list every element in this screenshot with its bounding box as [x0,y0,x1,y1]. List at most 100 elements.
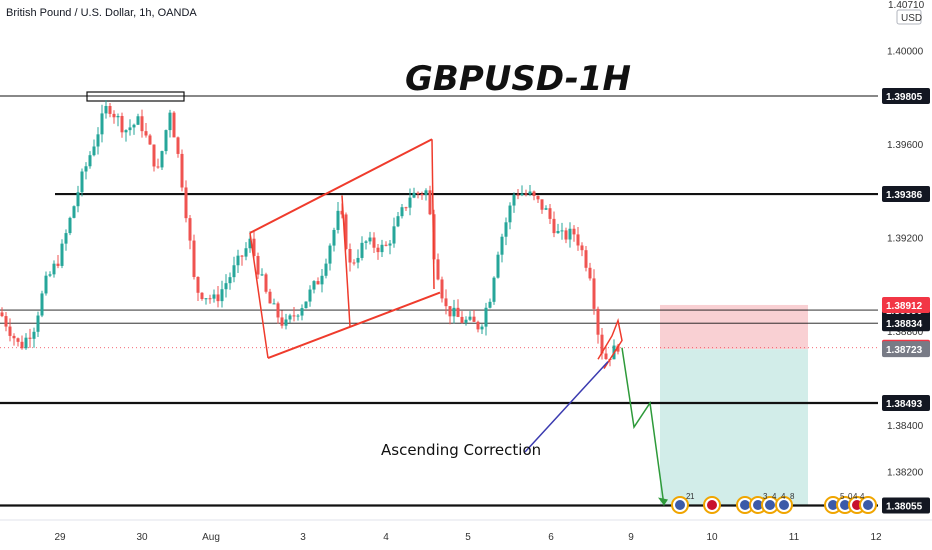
candle-body [332,229,336,246]
candle-body [140,116,144,132]
candle-body [324,263,328,276]
candle-body [516,194,520,196]
candle-body [344,214,348,249]
candle-body [500,236,504,255]
candle-body [260,274,264,276]
y-tick-label: 1.39200 [887,234,924,245]
candle-body [488,301,492,308]
level-tag-1.38055 [882,497,930,514]
candle-body [508,205,512,223]
candle-body [232,265,236,278]
flag-fill [863,500,873,510]
y-tick-label: 1.38800 [887,327,924,338]
candle-body [188,218,192,241]
candle-body [380,244,384,253]
y-tick-label: 1.39600 [887,140,924,151]
candle-body [348,248,352,263]
candle-body [76,192,80,207]
flag-fill [753,500,763,510]
candle-body [396,216,400,227]
candle-body [96,134,100,147]
candle-body [600,334,604,354]
candle-body [224,283,228,290]
price-tag-text: 1.38912 [886,301,923,312]
candle-body [16,338,20,342]
candle-body [52,263,56,275]
candle-body [444,298,448,307]
candle-body [292,315,296,317]
swing-high-box [86,91,185,102]
level-tag-1.38834 [882,315,930,332]
candle-body [456,307,460,317]
projection-path [621,347,665,506]
symbol-info: British Pound / U.S. Dollar, 1h, OANDA [6,7,197,19]
candle-body [8,326,12,336]
x-tick-label: 12 [870,532,882,543]
candle-body [340,210,344,215]
candle-body [496,254,500,278]
candle-body [592,278,596,309]
candle-body [164,130,168,152]
candle-body [4,316,8,327]
candle-body [44,275,48,294]
candle-body [376,247,380,253]
price-tag-stop [882,296,930,313]
candle-body [468,316,472,320]
candle-body [112,113,116,118]
x-tick-label: Aug [202,532,220,543]
stop-loss-zone [660,304,808,350]
candle-body [280,317,284,326]
candle-body [256,256,260,275]
candle-body [200,292,204,299]
candle-body [296,315,300,317]
event-count: 4 [781,492,786,501]
flag-fill [675,500,685,510]
candle-body [336,210,340,230]
flag-fill [828,500,838,510]
candle-body [248,238,252,249]
price-tag-entry [882,341,930,358]
candle-body [532,191,536,196]
candle-body [208,298,212,300]
level-tag-1.39386 [882,186,930,203]
candle-body [464,319,468,323]
candle-body [308,289,312,302]
candle-body [356,257,360,263]
candle-body [156,166,160,168]
candle-body [404,207,408,209]
candle-body [528,191,532,195]
y-tick-label-top: 1.40710 [888,0,925,11]
candle-body [400,207,404,217]
candle-body [420,193,424,196]
candle-body [212,294,216,299]
candle-body [184,187,188,219]
candle-body [104,105,108,114]
x-tick-label: 10 [706,532,718,543]
candle-body [452,307,456,317]
candle-body [228,277,232,284]
candle-body [560,230,564,232]
channel-upper-line [249,138,433,234]
currency-label: USD [901,13,922,24]
candle-body [572,228,576,235]
x-tick-label: 5 [465,532,471,543]
candle-body [176,137,180,154]
candle-body [596,308,600,335]
x-tick-label: 6 [548,532,554,543]
candle-body [172,112,176,138]
candle-body [264,274,268,292]
candle-body [580,245,584,251]
candle-body [204,298,208,300]
candle-body [328,245,332,264]
channel-mid-edge [341,195,351,327]
event-count: 0 [848,492,853,501]
projection-arrowhead [658,497,668,506]
event-count: 4 [860,492,865,501]
candle-body [12,335,16,339]
y-tick-label: 1.38200 [887,468,924,479]
candle-body [512,194,516,206]
x-tick-label: 9 [628,532,634,543]
event-count: 4 [853,492,858,501]
